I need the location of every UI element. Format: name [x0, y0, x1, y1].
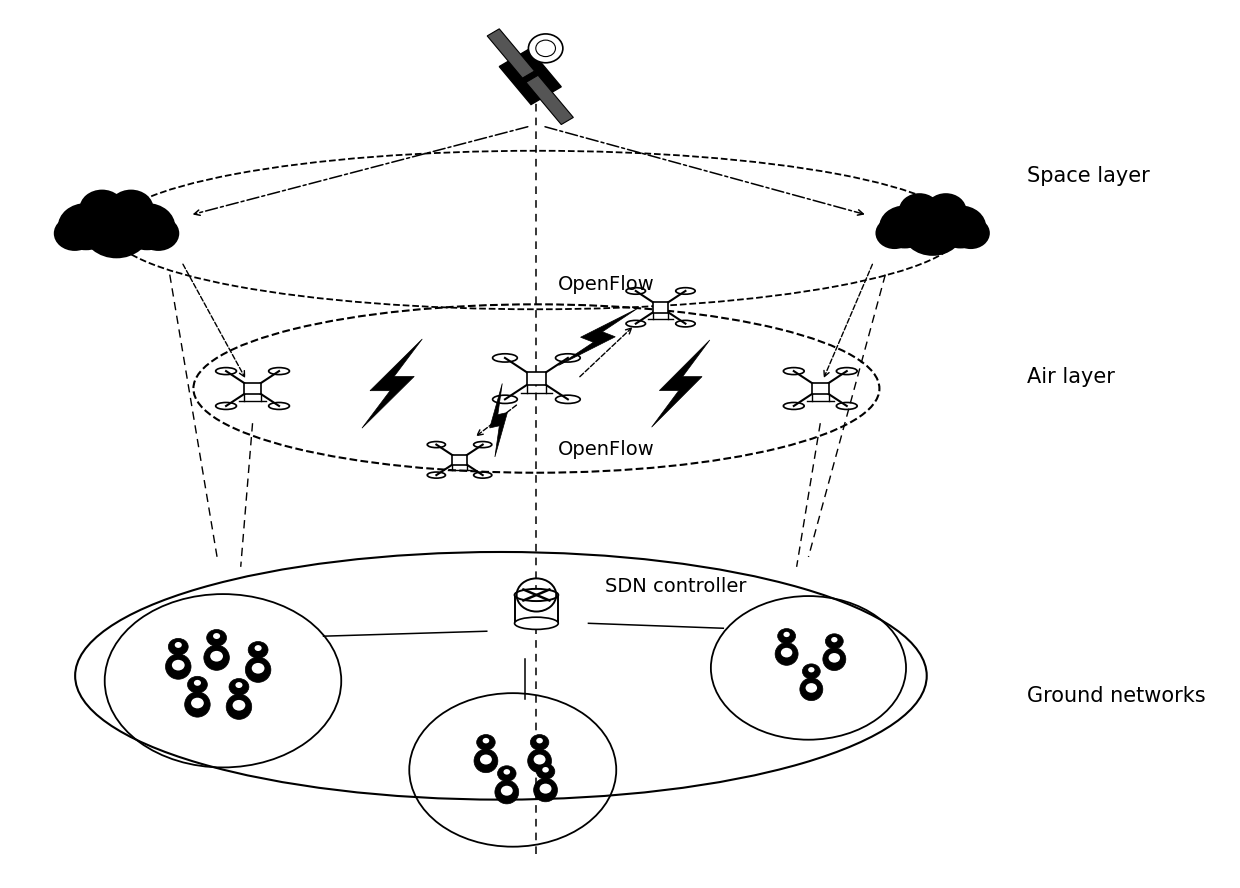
Polygon shape: [490, 384, 507, 457]
Circle shape: [211, 651, 223, 662]
Circle shape: [831, 637, 837, 642]
Bar: [652, 302, 668, 313]
Circle shape: [236, 682, 243, 688]
Circle shape: [108, 190, 154, 227]
Ellipse shape: [203, 645, 229, 670]
Circle shape: [875, 218, 914, 249]
Circle shape: [826, 634, 843, 649]
Circle shape: [482, 738, 490, 743]
Circle shape: [207, 630, 227, 646]
Circle shape: [802, 664, 821, 678]
Circle shape: [213, 633, 221, 639]
Ellipse shape: [246, 657, 270, 682]
Circle shape: [476, 734, 495, 750]
Circle shape: [539, 783, 552, 794]
Polygon shape: [500, 49, 562, 105]
Ellipse shape: [800, 678, 823, 701]
Ellipse shape: [515, 617, 558, 630]
Ellipse shape: [474, 749, 497, 773]
Circle shape: [531, 734, 549, 750]
Circle shape: [899, 194, 940, 227]
Text: Ground networks: Ground networks: [1027, 686, 1205, 706]
Bar: [515, 595, 558, 623]
Circle shape: [248, 641, 268, 658]
Circle shape: [175, 642, 182, 648]
Circle shape: [533, 755, 546, 765]
Circle shape: [229, 678, 249, 695]
Polygon shape: [559, 309, 637, 365]
Circle shape: [935, 205, 986, 249]
Circle shape: [187, 677, 207, 693]
Text: OpenFlow: OpenFlow: [558, 275, 655, 294]
Bar: [244, 383, 260, 394]
Circle shape: [806, 683, 817, 693]
Circle shape: [536, 738, 543, 743]
Circle shape: [497, 765, 516, 781]
Circle shape: [952, 218, 990, 249]
Ellipse shape: [775, 643, 799, 665]
Text: Air layer: Air layer: [1027, 367, 1115, 386]
Circle shape: [542, 767, 549, 773]
Ellipse shape: [533, 778, 558, 802]
Circle shape: [536, 764, 554, 779]
Bar: [453, 455, 466, 464]
Circle shape: [172, 660, 185, 670]
Circle shape: [119, 203, 175, 250]
Circle shape: [901, 204, 963, 256]
Circle shape: [828, 653, 839, 662]
Circle shape: [781, 648, 792, 657]
Ellipse shape: [185, 692, 211, 718]
Circle shape: [83, 202, 150, 258]
Circle shape: [233, 700, 246, 710]
Polygon shape: [487, 28, 534, 78]
Ellipse shape: [515, 589, 558, 601]
Circle shape: [254, 645, 262, 651]
Polygon shape: [651, 340, 709, 427]
Circle shape: [138, 216, 180, 251]
Circle shape: [784, 631, 790, 637]
Ellipse shape: [495, 781, 518, 804]
Ellipse shape: [823, 648, 846, 670]
Circle shape: [480, 755, 492, 765]
Circle shape: [53, 216, 95, 251]
Bar: [812, 383, 828, 394]
Polygon shape: [526, 75, 573, 124]
Circle shape: [193, 680, 201, 686]
Circle shape: [808, 667, 815, 672]
Circle shape: [252, 663, 264, 674]
Circle shape: [191, 698, 203, 709]
Circle shape: [528, 34, 563, 63]
Circle shape: [58, 203, 114, 250]
Circle shape: [777, 629, 796, 644]
Polygon shape: [362, 339, 423, 428]
Circle shape: [503, 769, 510, 774]
Circle shape: [925, 194, 966, 227]
Circle shape: [169, 638, 188, 655]
Circle shape: [79, 190, 124, 227]
Ellipse shape: [528, 749, 552, 773]
Bar: [527, 372, 547, 385]
Text: Space layer: Space layer: [1027, 165, 1149, 186]
Circle shape: [879, 205, 930, 249]
Circle shape: [501, 786, 513, 796]
Text: OpenFlow: OpenFlow: [558, 440, 655, 459]
Ellipse shape: [226, 694, 252, 719]
Ellipse shape: [165, 654, 191, 679]
Text: SDN controller: SDN controller: [605, 577, 746, 596]
